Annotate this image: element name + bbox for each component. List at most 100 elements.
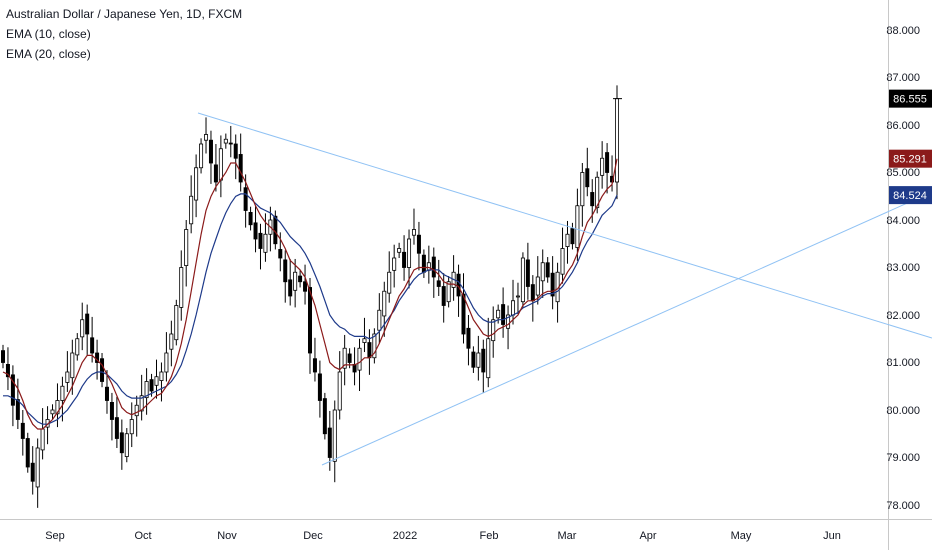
candle-body: [65, 371, 70, 383]
candle-body: [431, 256, 436, 278]
candle-body: [90, 337, 95, 354]
x-tick-label: Sep: [45, 530, 65, 542]
candle-body: [184, 229, 189, 266]
candle-body: [545, 262, 550, 278]
candle-body: [387, 271, 392, 294]
candle-body: [159, 371, 164, 381]
x-tick-label: Dec: [303, 530, 323, 542]
y-tick-label: 82.000: [886, 310, 920, 322]
candle-body: [322, 398, 327, 435]
candle-body: [80, 319, 85, 338]
candle-body: [307, 287, 312, 354]
candle-body: [164, 352, 169, 373]
candle-body: [352, 363, 357, 373]
candle-body: [515, 295, 520, 298]
candle-body: [223, 138, 228, 144]
candle-body: [525, 259, 530, 287]
candle-body: [402, 251, 407, 268]
candle-body: [114, 417, 119, 439]
candle-body: [119, 432, 124, 454]
candle-body: [337, 371, 342, 411]
candle-body: [303, 281, 308, 292]
y-tick-label: 79.000: [886, 452, 920, 464]
price-label-text: 86.555: [893, 94, 927, 106]
candle-body: [50, 409, 55, 415]
candle-body: [332, 409, 337, 462]
candle-body: [550, 272, 555, 297]
candle-body: [35, 447, 40, 488]
candle-body: [456, 273, 461, 297]
candle-body: [253, 222, 258, 240]
y-tick-label: 87.000: [886, 72, 920, 84]
candle-body: [471, 351, 476, 368]
candle-body: [55, 400, 60, 415]
candle-body: [179, 267, 184, 308]
candle-body: [367, 342, 372, 359]
candle-body: [382, 290, 387, 317]
candle-body: [129, 419, 134, 435]
candle-body: [347, 353, 352, 363]
candle-body: [228, 142, 233, 145]
candle-body: [421, 254, 426, 273]
price-label-text: 84.524: [893, 190, 927, 202]
candle-body: [540, 262, 545, 282]
candle-body: [75, 338, 80, 356]
candle-body: [426, 262, 431, 271]
candle-body: [585, 168, 590, 188]
candle-body: [60, 385, 65, 401]
candle-body: [496, 309, 501, 319]
candle-body: [213, 164, 218, 183]
price-label-box[interactable]: [889, 149, 932, 168]
ema10-label[interactable]: EMA (10, close): [6, 27, 91, 41]
candle-body: [199, 143, 204, 169]
symbol-title[interactable]: Australian Dollar / Japanese Yen, 1D, FX…: [6, 7, 243, 21]
candle-body: [283, 259, 288, 283]
candle-body: [25, 438, 30, 468]
candle-body: [204, 134, 209, 141]
price-label-box[interactable]: [889, 186, 932, 205]
candle-body: [565, 233, 570, 247]
candle-body: [481, 348, 486, 373]
candle-body: [615, 98, 620, 183]
candle-body: [392, 257, 397, 271]
candle-body: [362, 338, 367, 343]
y-tick-label: 80.000: [886, 405, 920, 417]
candle-body: [10, 374, 15, 406]
candle-body: [194, 167, 199, 201]
candle-body: [372, 333, 377, 359]
candle-body: [248, 211, 253, 226]
candle-body: [486, 338, 491, 379]
candle-body: [377, 309, 382, 331]
ema20-label[interactable]: EMA (20, close): [6, 47, 91, 61]
candle-body: [273, 215, 278, 245]
candle-body: [293, 271, 298, 291]
y-tick-label: 84.000: [886, 215, 920, 227]
candle-body: [407, 238, 412, 268]
y-tick-label: 86.000: [886, 120, 920, 132]
candle-body: [342, 347, 347, 369]
price-label-box[interactable]: [889, 89, 932, 108]
candle-body: [600, 157, 605, 176]
candle-body: [124, 433, 129, 457]
y-tick-label: 78.000: [886, 500, 920, 512]
candle-body: [501, 304, 506, 325]
ascending-trendline: [321, 191, 932, 466]
candle-body: [298, 275, 303, 283]
x-tick-label: Feb: [480, 530, 499, 542]
candle-body: [169, 333, 174, 350]
candle-body: [446, 281, 451, 303]
candle-body: [357, 347, 362, 371]
candle-body: [104, 386, 109, 401]
ema10-line: [2, 158, 618, 430]
candle-body: [491, 319, 496, 342]
candle-body: [580, 172, 585, 207]
candle-body: [154, 376, 159, 386]
candle-body: [436, 280, 441, 287]
candle-body: [397, 248, 402, 253]
candle-body: [208, 139, 213, 164]
x-tick-label: Mar: [558, 530, 577, 542]
candle-body: [95, 352, 100, 363]
candle-body: [511, 300, 516, 316]
